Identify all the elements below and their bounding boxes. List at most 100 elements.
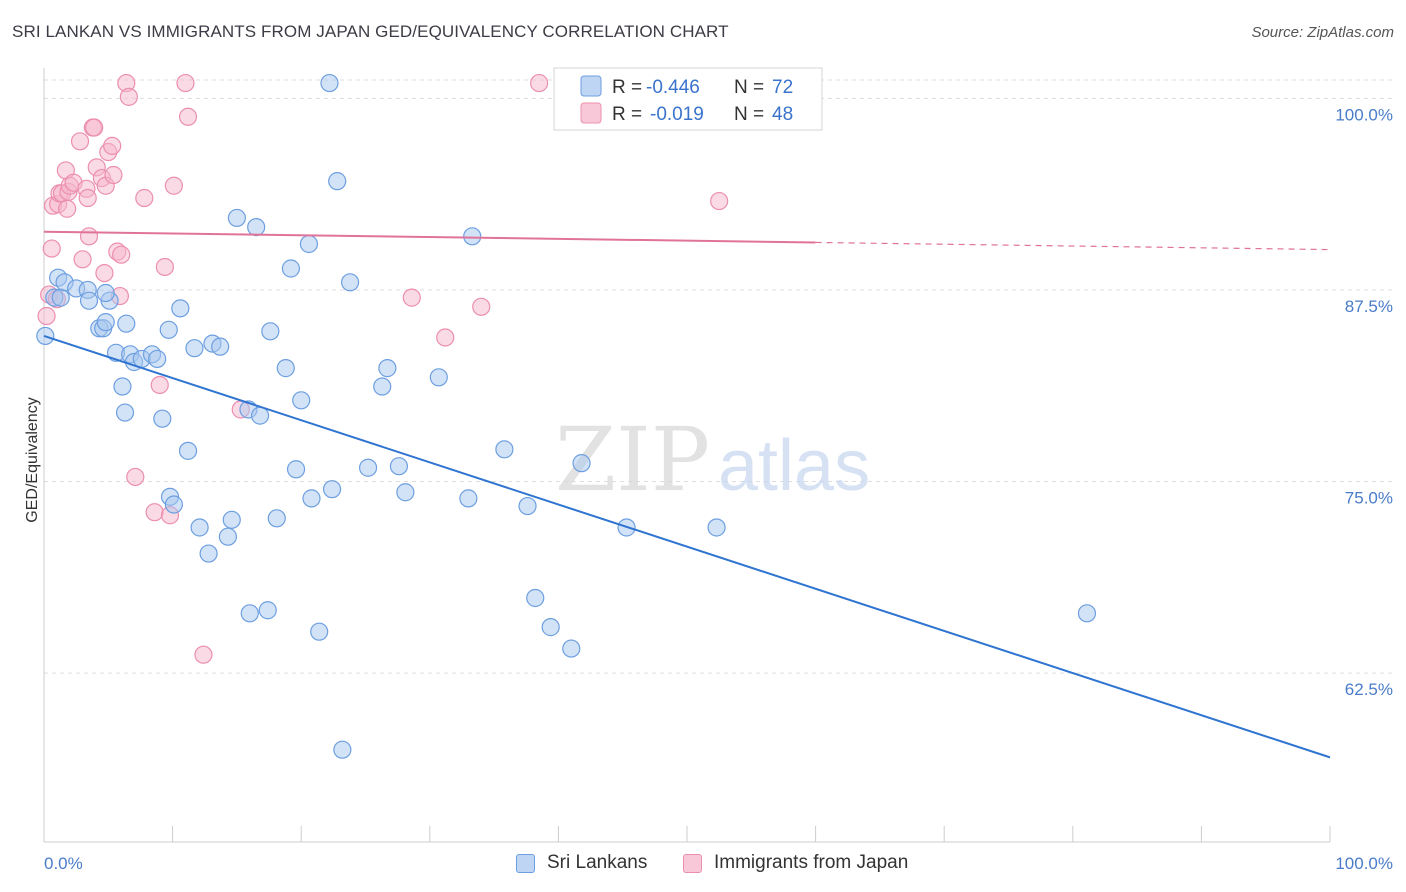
watermark-atlas: atlas xyxy=(718,426,870,506)
axes xyxy=(43,68,1331,843)
point-sri-lankans xyxy=(211,337,230,356)
point-japan xyxy=(103,136,122,155)
stats-legend-swatch-sri-lankans xyxy=(580,75,602,97)
trend-lines xyxy=(43,230,1331,759)
point-japan xyxy=(150,375,169,395)
trend-line-japan-extension xyxy=(815,241,1331,251)
point-japan xyxy=(436,328,455,347)
point-sri-lankans xyxy=(302,489,321,508)
point-sri-lankans xyxy=(258,601,277,620)
point-sri-lankans xyxy=(518,496,537,516)
stats-n-value-2: 48 xyxy=(772,104,793,125)
point-sri-lankans xyxy=(495,440,514,459)
point-sri-lankans xyxy=(240,604,259,623)
stats-legend-swatch-japan xyxy=(580,102,602,124)
trend-line-sri-lankans xyxy=(43,334,1331,759)
point-sri-lankans xyxy=(79,291,99,310)
point-japan xyxy=(164,176,183,195)
trend-line-japan xyxy=(43,230,816,244)
point-japan xyxy=(95,263,114,283)
point-sri-lankans xyxy=(322,480,342,499)
point-sri-lankans xyxy=(199,544,218,563)
point-japan xyxy=(530,73,549,93)
point-japan xyxy=(145,503,164,522)
source-label: Source: ZipAtlas.com xyxy=(1251,24,1394,41)
y-tick-label: 100.0% xyxy=(1335,105,1393,124)
point-sri-lankans xyxy=(113,377,132,396)
point-sri-lankans xyxy=(261,322,280,341)
point-sri-lankans xyxy=(328,172,347,191)
point-sri-lankans xyxy=(707,518,726,537)
point-sri-lankans xyxy=(117,314,136,333)
point-sri-lankans xyxy=(148,349,167,369)
point-japan xyxy=(178,107,198,126)
point-sri-lankans xyxy=(159,320,178,339)
point-sri-lankans xyxy=(267,509,286,528)
y-axis-label: GED/Equivalency xyxy=(24,397,41,522)
legend-label-sri-lankans: Sri Lankans xyxy=(547,852,648,873)
stats-n-label-2: N = xyxy=(734,104,764,125)
point-japan xyxy=(155,257,174,277)
point-sri-lankans xyxy=(541,618,560,637)
point-sri-lankans xyxy=(310,622,329,641)
point-japan xyxy=(73,250,92,269)
y-tick-label: 87.5% xyxy=(1345,297,1393,316)
point-sri-lankans xyxy=(373,377,392,396)
point-sri-lankans xyxy=(333,740,352,759)
point-sri-lankans xyxy=(178,441,198,460)
point-sri-lankans xyxy=(429,368,448,387)
stats-r-value-1: -0.446 xyxy=(646,77,700,98)
grid-lines xyxy=(44,79,1392,674)
point-sri-lankans xyxy=(281,259,301,278)
point-sri-lankans xyxy=(358,458,378,477)
point-sri-lankans xyxy=(51,288,70,307)
point-sri-lankans xyxy=(222,510,241,529)
point-sri-lankans xyxy=(190,518,209,537)
point-japan xyxy=(472,297,491,316)
point-sri-lankans xyxy=(389,457,409,476)
point-japan xyxy=(135,188,154,208)
point-japan xyxy=(710,191,729,211)
legend-swatch-japan xyxy=(683,853,702,873)
point-japan xyxy=(58,199,77,218)
point-japan xyxy=(126,467,145,487)
stats-legend: R = -0.446 N = 72 R = -0.019 N = 48 xyxy=(553,67,823,131)
point-sri-lankans xyxy=(378,359,397,378)
point-sri-lankans xyxy=(340,273,360,292)
point-japan xyxy=(79,227,99,246)
legend-item-sri-lankans: Sri Lankans xyxy=(516,852,647,874)
legend-swatch-sri-lankans xyxy=(516,853,535,873)
point-japan xyxy=(119,87,138,106)
point-sri-lankans xyxy=(562,639,581,658)
point-sri-lankans xyxy=(1077,604,1097,623)
point-japan xyxy=(42,239,61,258)
legend-label-japan: Immigrants from Japan xyxy=(714,852,909,873)
stats-n-value-1: 72 xyxy=(772,77,793,98)
y-tick-label: 75.0% xyxy=(1345,489,1393,508)
point-sri-lankans xyxy=(227,208,246,228)
stats-n-label-1: N = xyxy=(734,77,764,98)
point-sri-lankans xyxy=(96,283,115,303)
point-japan xyxy=(85,118,104,137)
point-japan xyxy=(78,188,97,208)
legend-item-japan: Immigrants from Japan xyxy=(683,852,908,874)
point-japan xyxy=(70,132,90,151)
point-sri-lankans xyxy=(115,403,135,422)
point-japan xyxy=(194,645,213,664)
point-japan xyxy=(104,165,123,185)
point-sri-lankans xyxy=(185,339,204,358)
point-sri-lankans xyxy=(572,454,591,473)
x-tick-label: 0.0% xyxy=(44,854,83,873)
series-immigrants-from-japan-points xyxy=(37,73,729,664)
point-sri-lankans xyxy=(299,234,319,254)
point-sri-lankans xyxy=(526,588,545,608)
point-sri-lankans xyxy=(171,299,190,318)
point-japan xyxy=(112,245,131,264)
point-japan xyxy=(37,306,56,326)
series-sri-lankans-points xyxy=(36,73,1097,759)
point-sri-lankans xyxy=(164,495,183,514)
stats-r-value-2: -0.019 xyxy=(650,104,704,125)
point-sri-lankans xyxy=(320,73,339,93)
point-japan xyxy=(176,73,195,93)
